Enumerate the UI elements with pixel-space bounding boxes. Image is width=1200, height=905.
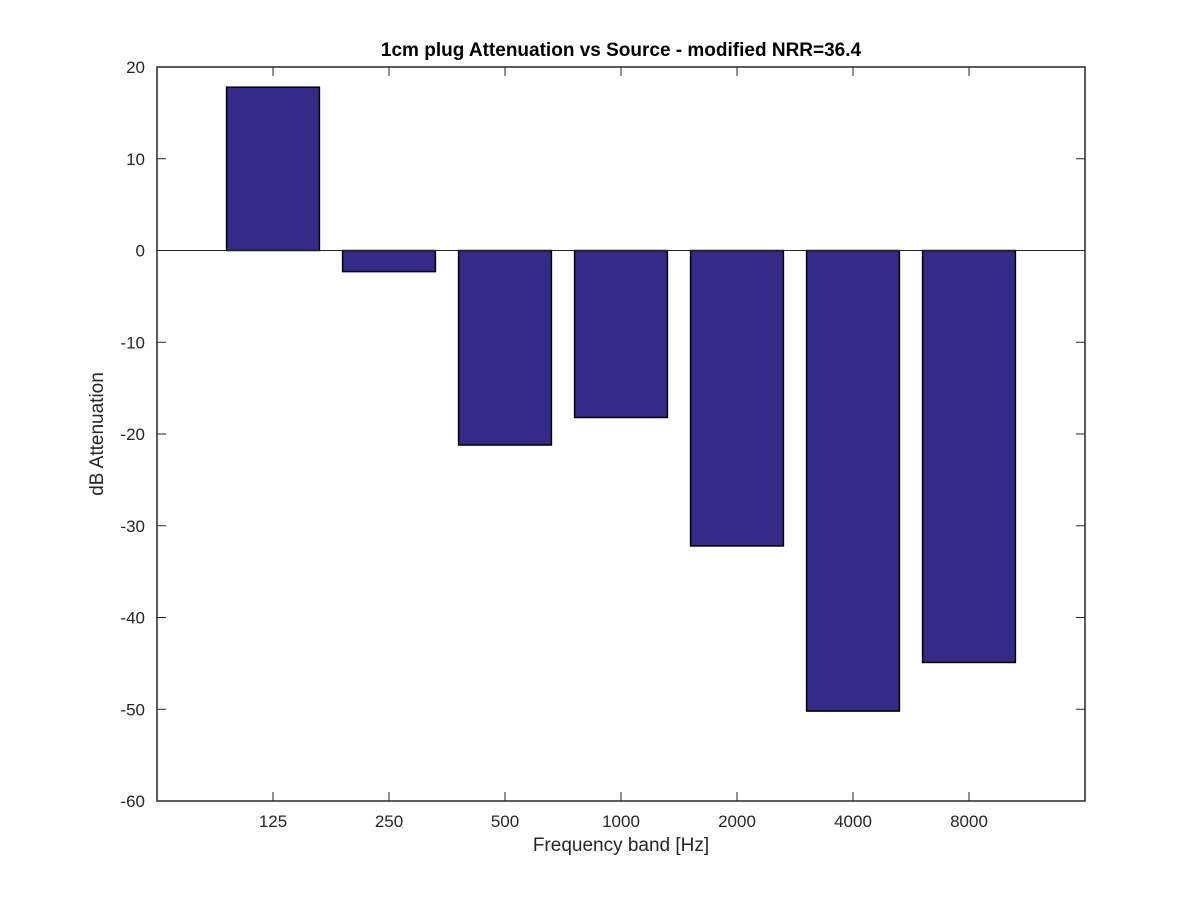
y-tick-label: -50 bbox=[120, 700, 145, 719]
bars-layer bbox=[225, 86, 1017, 712]
y-tick-label: 10 bbox=[126, 150, 145, 169]
x-tick-label: 125 bbox=[259, 812, 287, 831]
bar-4000 bbox=[805, 249, 901, 712]
x-tick-label: 4000 bbox=[834, 812, 872, 831]
y-axis-label: dB Attenuation bbox=[87, 372, 108, 496]
x-tick-label: 2000 bbox=[718, 812, 756, 831]
y-tick-label: -20 bbox=[120, 425, 145, 444]
x-tick-label: 8000 bbox=[950, 812, 988, 831]
y-tick-label: 20 bbox=[126, 58, 145, 77]
bar-2000 bbox=[689, 249, 785, 547]
bar-125 bbox=[225, 86, 321, 252]
x-tick-label: 250 bbox=[375, 812, 403, 831]
y-tick-label: 0 bbox=[136, 242, 145, 261]
x-axis-label: Frequency band [Hz] bbox=[533, 835, 709, 856]
y-tick-label: -40 bbox=[120, 609, 145, 628]
y-tick-label: -60 bbox=[120, 792, 145, 811]
y-tick-label: -30 bbox=[120, 517, 145, 536]
y-axis-ticks: 20 10 0 -10 -20 -30 -40 -50 -60 bbox=[120, 58, 1085, 811]
x-tick-label: 1000 bbox=[602, 812, 640, 831]
bar-1000 bbox=[573, 249, 669, 419]
y-tick-label: -10 bbox=[120, 333, 145, 352]
bar-250 bbox=[341, 249, 437, 273]
chart-title: 1cm plug Attenuation vs Source - modifie… bbox=[381, 40, 862, 61]
x-axis-ticks: 125 250 500 1000 2000 4000 8000 bbox=[259, 67, 988, 831]
bar-8000 bbox=[921, 249, 1017, 664]
bar-500 bbox=[457, 249, 553, 446]
x-tick-label: 500 bbox=[491, 812, 519, 831]
